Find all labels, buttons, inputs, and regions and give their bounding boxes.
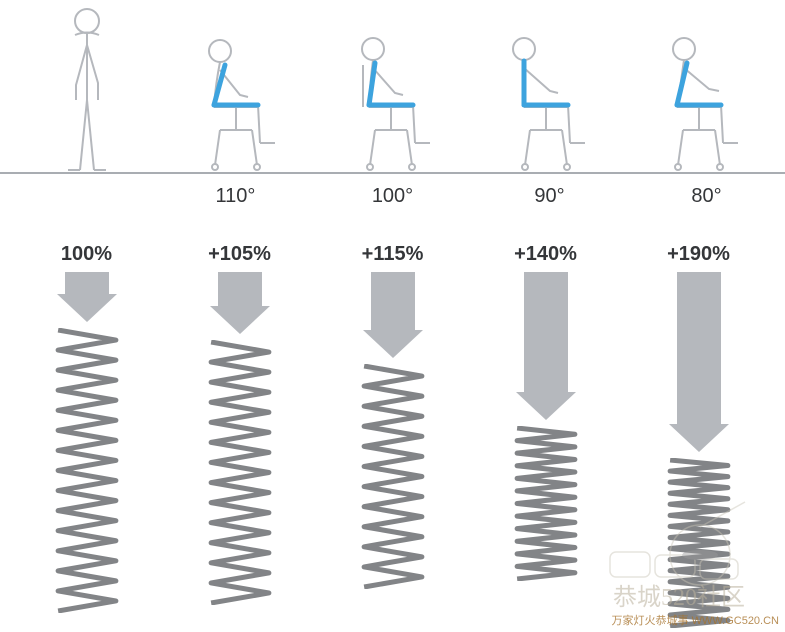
sitting-110-icon	[170, 35, 310, 175]
arrow-head-icon	[57, 294, 117, 322]
watermark-url: 万家灯火恭城事 WWW.GC520.CN	[612, 612, 779, 628]
baseline	[0, 172, 785, 174]
sitting-100-icon	[323, 35, 463, 175]
watermark-logo: 恭城520社区	[613, 577, 745, 612]
posture-90	[469, 0, 622, 175]
arrow-head-icon	[516, 392, 576, 420]
posture-110	[163, 0, 316, 175]
angle-label-3: 90°	[471, 185, 628, 208]
arrow-shaft-1	[218, 272, 262, 306]
angle-label-1: 110°	[157, 185, 314, 208]
arrow-0	[57, 272, 117, 322]
pct-label-2: +115%	[362, 243, 424, 266]
pct-label-4: +190%	[667, 243, 730, 266]
arrow-head-icon	[363, 330, 423, 358]
spring-icon	[355, 364, 431, 589]
pct-label-0: 100%	[61, 243, 112, 266]
pct-label-1: +105%	[208, 243, 271, 266]
sitting-90-icon	[476, 35, 616, 175]
arrow-shaft-2	[371, 272, 415, 330]
spring-2	[355, 364, 431, 589]
spring-3	[508, 426, 584, 581]
posture-standing	[10, 0, 163, 175]
angle-label-0	[0, 185, 157, 208]
angle-labels-row: 110° 100° 90° 80°	[0, 185, 785, 208]
spring-icon	[508, 426, 584, 581]
spring-icon	[202, 340, 278, 605]
posture-100	[316, 0, 469, 175]
arrow-3	[516, 272, 576, 420]
posture-row	[0, 0, 785, 175]
posture-80	[622, 0, 775, 175]
arrow-shaft-3	[524, 272, 568, 392]
arrow-4	[669, 272, 729, 452]
spring-1	[202, 340, 278, 605]
arrow-1	[210, 272, 270, 334]
data-cell-2: +115%	[316, 243, 469, 628]
arrow-head-icon	[669, 424, 729, 452]
data-cell-0: 100%	[10, 243, 163, 628]
angle-label-4: 80°	[628, 185, 785, 208]
arrow-shaft-0	[65, 272, 109, 294]
data-cell-1: +105%	[163, 243, 316, 628]
spring-icon	[49, 328, 125, 613]
arrow-2	[363, 272, 423, 358]
angle-label-2: 100°	[314, 185, 471, 208]
arrow-shaft-4	[677, 272, 721, 424]
standing-figure-icon	[52, 5, 122, 175]
sitting-80-icon	[629, 35, 769, 175]
arrow-head-icon	[210, 306, 270, 334]
pct-label-3: +140%	[514, 243, 577, 266]
spring-0	[49, 328, 125, 613]
